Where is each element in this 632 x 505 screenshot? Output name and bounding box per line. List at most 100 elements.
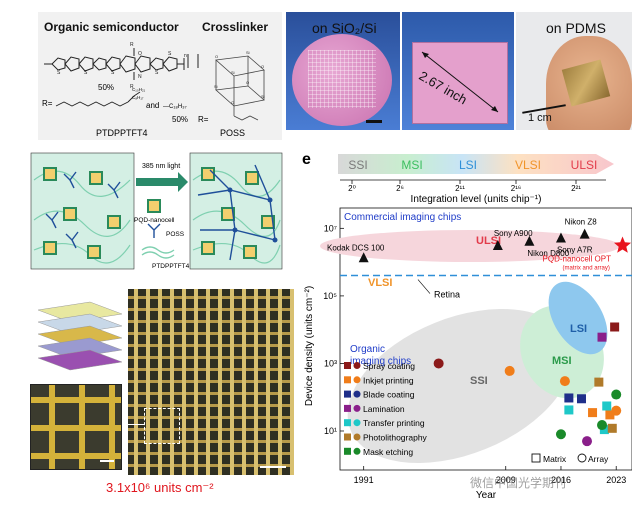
commercial-point-label: Nikon Z8 <box>565 218 598 227</box>
legend-method-label: Spray coating <box>363 361 415 371</box>
retina-pointer <box>417 279 431 294</box>
this-work-sublabel: (matrix and array) <box>563 266 610 272</box>
legend-square-swatch <box>344 419 351 427</box>
device-stack-illustration <box>37 301 123 371</box>
organic-matrix-point <box>564 405 574 415</box>
legend-polymer-label: PTDPPTFT4 <box>152 263 190 270</box>
legend-circle-swatch <box>353 447 361 455</box>
band-label-lsi: LSI <box>459 158 477 172</box>
crosslinker-name: POSS <box>220 128 245 138</box>
legend-square-swatch <box>344 390 351 398</box>
wafer-photo: on SiO₂/Si <box>286 12 400 130</box>
legend-circle-swatch <box>353 433 361 441</box>
commercial-point <box>524 235 535 246</box>
light-label: 385 nm light <box>142 163 180 170</box>
legend-circle-swatch <box>353 376 361 384</box>
this-work-star <box>614 236 632 253</box>
wafer-disc <box>292 34 392 126</box>
commercial-point <box>579 228 590 239</box>
svg-text:O: O <box>261 64 264 69</box>
organic-matrix-point <box>605 410 615 420</box>
y-tick-label: 10⁷ <box>324 223 337 233</box>
organic-matrix-point <box>594 377 604 387</box>
r-label-2: R= <box>198 115 209 124</box>
ratio-right: 50% <box>172 115 188 124</box>
commercial-point-label: Sony A7R <box>557 246 593 255</box>
organic-title-line2: imaging chips <box>350 356 411 367</box>
inset-scalebar <box>100 460 114 462</box>
organic-array-point <box>504 365 515 376</box>
svg-text:O: O <box>246 80 249 85</box>
x-axis-label: Year <box>476 490 497 500</box>
commercial-point-label: Nikon D800 <box>527 249 569 258</box>
crosslinking-schematic: 385 nm light PQD-nanocell POSS PTDPPTFT4 <box>30 152 283 270</box>
organic-matrix-point <box>599 425 609 435</box>
array-scalebar <box>260 466 286 468</box>
commercial-point <box>358 252 369 263</box>
array-marker-label: Array <box>588 454 609 464</box>
micrograph-inset <box>30 384 122 470</box>
legend-square-swatch <box>344 362 351 369</box>
band-label-ulsi: ULSI <box>571 158 598 172</box>
vlsi-label: VLSI <box>368 277 392 289</box>
c10-label: C₁₀H₂₁ <box>132 87 146 92</box>
band-label-ssi: SSI <box>348 158 367 172</box>
legend-method-label: Lamination <box>363 404 405 414</box>
svg-text:S: S <box>168 51 172 57</box>
commercial-point-label: Sony A900 <box>494 229 533 238</box>
array-marker-swatch <box>577 453 587 463</box>
x-tick-label: 2023 <box>606 475 626 485</box>
legend-square-swatch <box>344 433 351 441</box>
and-text: and <box>146 101 159 110</box>
svg-text:R: R <box>130 42 134 48</box>
legend-square-swatch <box>344 376 351 384</box>
ssi-label: SSI <box>470 375 488 387</box>
commercial-point <box>492 239 503 250</box>
size-arrow <box>421 51 499 113</box>
pdms-photo: on PDMS 1 cm <box>516 12 632 130</box>
legend-polymer-swatch <box>141 246 175 259</box>
top-tick-label: 2¹¹ <box>455 184 465 193</box>
integration-band-arrow <box>338 154 614 174</box>
y-tick-label: 10⁵ <box>323 291 337 301</box>
lsi-label: LSI <box>570 323 587 335</box>
legend-square-swatch <box>344 447 351 455</box>
organic-matrix-point <box>576 394 586 404</box>
retina-label: Retina <box>434 290 460 300</box>
x-tick-label: 1991 <box>354 475 374 485</box>
legend-circle-swatch <box>353 362 361 369</box>
legend-nanocell-label: PQD-nanocell <box>134 217 175 224</box>
scale-label: 1 cm <box>528 112 552 124</box>
sio2-label: on SiO₂/Si <box>312 20 377 36</box>
commercial-title-bg <box>342 210 542 222</box>
lsi-region <box>548 281 608 355</box>
legend-method-label: Blade coating <box>363 390 415 400</box>
legend-circle-swatch <box>353 419 361 427</box>
svg-text:O: O <box>215 54 218 59</box>
integration-density-chart: e SSI MSI LSI VLSI ULSI 2⁰ 2⁶ 2¹¹ 2¹⁶ 2²¹ Integr… <box>302 151 632 501</box>
organic-matrix-point <box>607 423 617 433</box>
legend-square-swatch <box>344 404 351 412</box>
y-tick-label: 10³ <box>324 358 337 368</box>
svg-text:O: O <box>231 100 234 105</box>
light-arrow <box>136 172 188 192</box>
commercial-title: Commercial imaging chips <box>344 212 461 223</box>
organic-array-point <box>433 358 444 369</box>
organic-array-point <box>597 420 608 431</box>
panel-d-letter: d <box>30 283 41 303</box>
y-tick-label: 10¹ <box>324 426 337 436</box>
organic-matrix-point <box>610 322 620 332</box>
pdms-label: on PDMS <box>546 20 606 36</box>
top-tick-label: 2⁰ <box>348 184 356 193</box>
legend-poss-swatch <box>147 223 161 238</box>
organic-title-line1: Organic <box>350 344 385 355</box>
legend-circle-swatch <box>353 390 361 398</box>
commercial-point <box>555 232 566 243</box>
organic-matrix-point <box>588 408 598 418</box>
density-label: 3.1x10⁶ units cm⁻² <box>106 480 214 495</box>
svg-text:O: O <box>138 51 142 57</box>
matrix-marker-swatch <box>531 453 541 463</box>
svg-text:S: S <box>84 70 88 76</box>
zoom-region <box>144 408 180 444</box>
